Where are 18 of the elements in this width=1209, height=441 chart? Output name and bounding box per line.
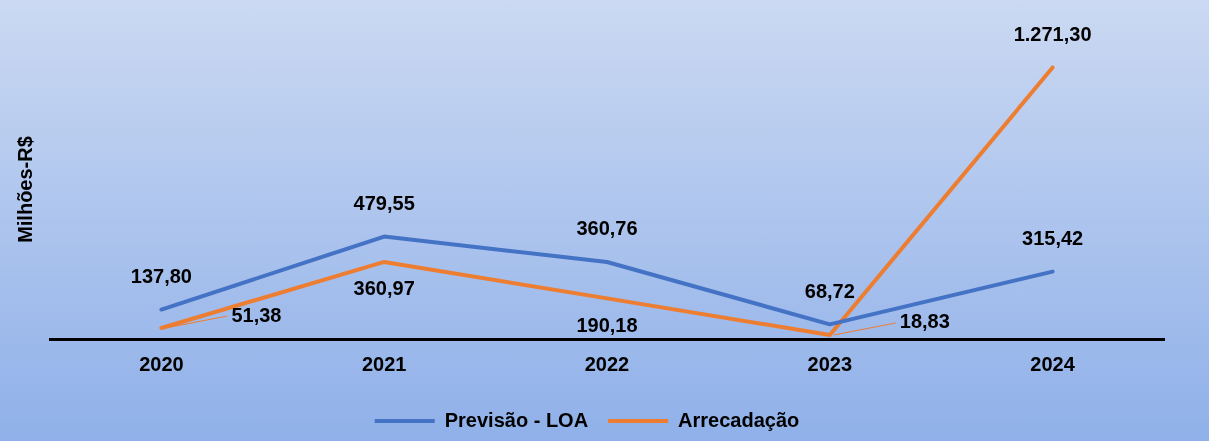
legend-label: Previsão - LOA — [444, 408, 589, 431]
data-label: 360,97 — [353, 277, 415, 300]
x-tick-label: 2023 — [807, 352, 853, 375]
y-axis-title: Milhões-R$ — [13, 136, 36, 243]
data-label: 18,83 — [899, 310, 950, 333]
x-tick-label: 2020 — [139, 352, 184, 375]
x-tick-label: 2024 — [1030, 352, 1076, 375]
data-label: 190,18 — [576, 313, 638, 336]
x-tick-label: 2022 — [584, 352, 630, 375]
x-tick-label: 2021 — [361, 352, 407, 375]
data-label: 68,72 — [804, 279, 855, 302]
data-label: 360,76 — [576, 217, 638, 240]
data-label: 1.271,30 — [1013, 23, 1092, 45]
data-label: 137,80 — [130, 265, 192, 288]
data-label: 51,38 — [231, 303, 282, 326]
legend-label: Arrecadação — [678, 408, 800, 431]
data-label: 479,55 — [353, 192, 415, 215]
data-label: 315,42 — [1022, 227, 1084, 250]
